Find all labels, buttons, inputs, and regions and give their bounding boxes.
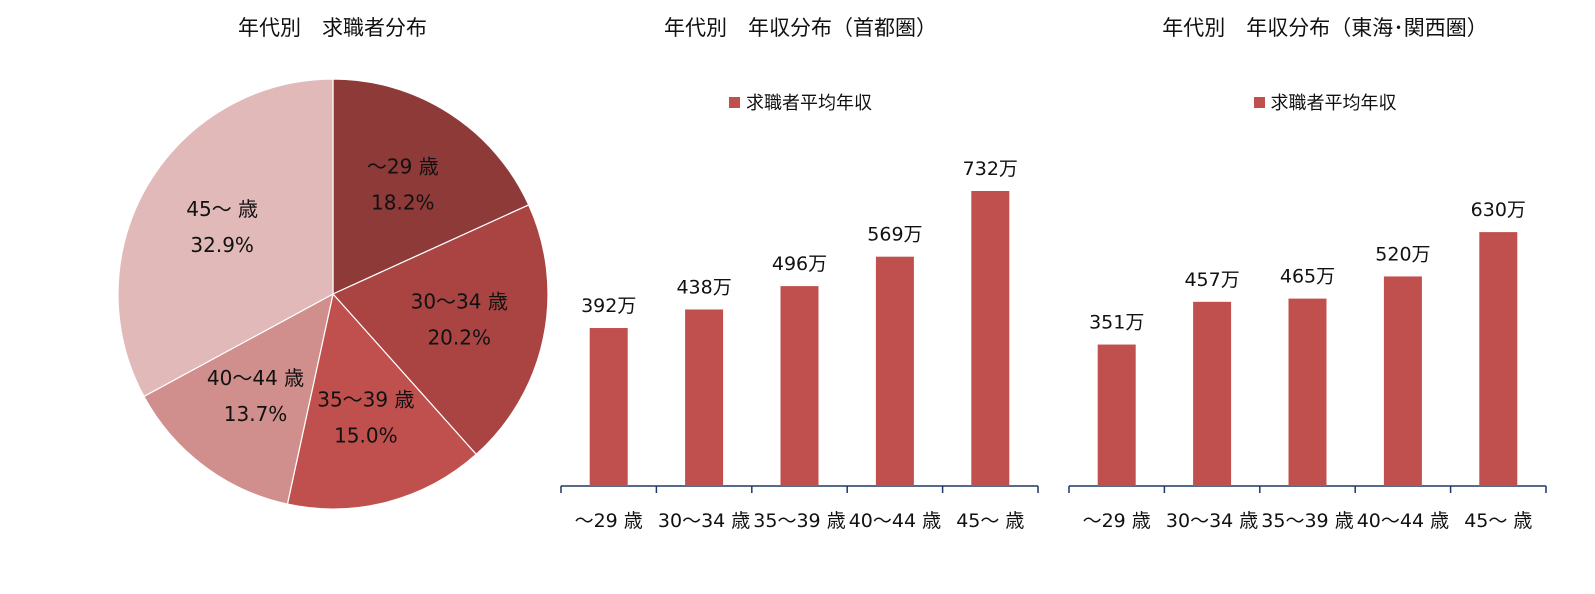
bar-value-label: 630万: [1471, 199, 1526, 221]
pie-category-label: 30～34 歳: [411, 290, 508, 314]
x-tick-label: 45～ 歳: [956, 510, 1025, 532]
bar-panel-metro: 年代別 年収分布（首都圏） 求職者平均年収 392万 438万 496万 569万 73…: [548, 0, 1053, 594]
bar: [685, 309, 724, 486]
legend-swatch: [1253, 97, 1265, 108]
bar-title-metro: 年代別 年収分布（首都圏）: [664, 16, 937, 40]
legend-label: 求職者平均年収: [1270, 93, 1397, 114]
bar-value-label: 496万: [772, 253, 827, 275]
bar: [1383, 276, 1422, 486]
bar-value-label: 438万: [676, 276, 731, 298]
bar-panel-tokai-kansai: 年代別 年収分布（東海･関西圏） 求職者平均年収 351万 457万 465万 520…: [1055, 0, 1595, 594]
pie-slice: [143, 292, 334, 505]
pie-slice: [332, 78, 530, 295]
bar-chart-tokai-kansai: 351万 457万 465万 520万 630万: [1068, 199, 1547, 493]
x-tick-label: 35～39 歳: [753, 510, 846, 532]
bar: [1097, 344, 1136, 486]
legend-tokai-kansai: 求職者平均年収: [1055, 89, 1595, 115]
legend-label: 求職者平均年収: [746, 93, 872, 114]
bar: [875, 256, 914, 486]
pie-title: 年代別 求職者分布: [238, 16, 427, 40]
bar: [1288, 298, 1327, 486]
legend-metro: 求職者平均年収: [548, 89, 1053, 115]
bar-value-label: 457万: [1184, 269, 1239, 291]
x-tick-label: 30～34 歳: [657, 510, 751, 532]
pie-slice: [117, 78, 334, 398]
bar-value-label: 392万: [581, 295, 636, 317]
x-tick-label: 45～ 歳: [1464, 510, 1533, 532]
x-tick-label: ～29 歳: [1082, 510, 1151, 532]
pie-slice: [286, 292, 478, 510]
bar-value-label: 520万: [1375, 243, 1430, 265]
pie-value-label: 20.2%: [427, 326, 491, 350]
bar-value-label: 732万: [963, 158, 1018, 180]
legend-swatch: [729, 97, 740, 108]
pie-value-label: 18.2%: [371, 191, 435, 215]
pie-category-label: 40～44 歳: [207, 366, 304, 390]
bar-chart-metro: 392万 438万 496万 569万 732万: [560, 158, 1039, 493]
pie-category-label: 35～39 歳: [317, 388, 414, 412]
pie-value-label: 15.0%: [334, 424, 398, 448]
bar-value-label: 465万: [1280, 266, 1335, 288]
bar-value-label: 569万: [867, 224, 922, 246]
bar-value-label: 351万: [1089, 312, 1144, 334]
x-tick-label: 40～44 歳: [848, 510, 942, 532]
x-tick-label: 35～39 歳: [1261, 510, 1354, 532]
bar: [971, 191, 1010, 486]
bar: [1479, 232, 1518, 486]
pie-slice: [332, 204, 549, 456]
x-tick-label: 40～44 歳: [1356, 510, 1450, 532]
pie-value-label: 13.7%: [224, 402, 288, 426]
pie-value-label: 32.9%: [190, 233, 254, 257]
bar: [780, 286, 819, 486]
x-tick-label: 30～34 歳: [1165, 510, 1259, 532]
pie-panel: 年代別 求職者分布 ～29 歳 18.2% 30～34 歳 20.2% 35～39 歳 1…: [0, 0, 665, 594]
bar: [1193, 301, 1232, 486]
pie-category-label: ～29 歳: [367, 155, 439, 179]
bar: [589, 328, 628, 486]
pie-category-label: 45～ 歳: [186, 197, 258, 221]
pie-chart: ～29 歳 18.2% 30～34 歳 20.2% 35～39 歳 15.0% 40～44 …: [117, 78, 549, 510]
bar-title-tokai-kansai: 年代別 年収分布（東海･関西圏）: [1162, 16, 1488, 40]
x-tick-label: ～29 歳: [574, 510, 643, 532]
